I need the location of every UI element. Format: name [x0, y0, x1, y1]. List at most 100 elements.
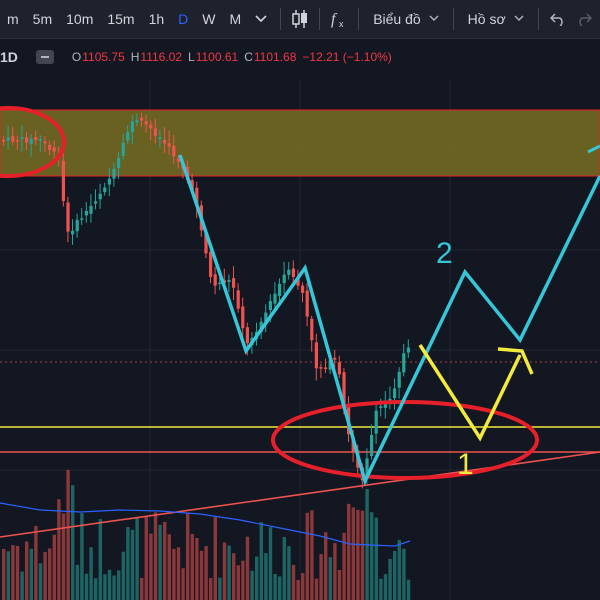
- toolbar-divider: [537, 8, 539, 30]
- candle-body: [107, 178, 111, 185]
- candle-body: [213, 274, 217, 286]
- candle-body: [209, 251, 213, 277]
- volume-bar: [296, 579, 300, 600]
- volume-bar: [213, 516, 217, 600]
- timeframe-5m[interactable]: 5m: [32, 11, 53, 27]
- volume-bar: [356, 509, 360, 600]
- open-value: 1105.75: [82, 50, 125, 64]
- wave-arrowhead-cyan: [587, 144, 600, 154]
- candle-body: [80, 218, 84, 220]
- timeframe-1h[interactable]: 1h: [148, 11, 165, 27]
- candle-body: [291, 268, 295, 277]
- volume-bar: [140, 577, 144, 600]
- timeframe-m[interactable]: M: [229, 11, 242, 27]
- timeframe-d[interactable]: D: [178, 11, 189, 27]
- volume-bar: [236, 565, 240, 600]
- volume-bar: [15, 545, 20, 600]
- wave-label-2: 2: [436, 237, 453, 270]
- volume-bar: [268, 527, 273, 600]
- chevron-down-icon: [514, 14, 524, 25]
- volume-bar: [43, 551, 47, 600]
- wave-label-1: 1: [457, 448, 474, 481]
- volume-bar: [291, 564, 296, 600]
- volume-bar: [374, 517, 378, 600]
- close-value: 1101.68: [253, 50, 297, 64]
- volume-bar: [75, 564, 79, 600]
- candle-body: [94, 201, 98, 204]
- volume-bar: [402, 548, 406, 600]
- candle-body: [287, 269, 291, 275]
- chevron-down-icon: [429, 14, 439, 25]
- high-label: H: [130, 50, 140, 64]
- timeframe-1m[interactable]: m: [7, 11, 19, 27]
- zone-ellipse-top: [0, 106, 66, 178]
- candle-body: [273, 293, 277, 304]
- candle-body: [370, 434, 374, 456]
- toolbar-divider: [452, 8, 454, 30]
- chart-menu[interactable]: Biểu đồ: [365, 0, 446, 38]
- volume-bar: [319, 554, 323, 600]
- timeframe-15m[interactable]: 15m: [107, 11, 135, 27]
- candle-body: [195, 187, 199, 206]
- volume-bar: [287, 546, 291, 600]
- undo-icon[interactable]: [545, 0, 571, 38]
- volume-bar: [52, 534, 56, 600]
- timeframe-w[interactable]: W: [202, 11, 216, 27]
- candle-body: [314, 342, 318, 369]
- candle-body: [6, 137, 10, 141]
- svg-text:f: f: [331, 11, 338, 28]
- volume-bar: [167, 534, 171, 600]
- candle-body: [379, 406, 383, 408]
- wave-path-yellow[interactable]: [418, 344, 522, 442]
- hide-legend-icon[interactable]: [35, 50, 54, 64]
- candle-body: [117, 157, 121, 168]
- volume-bar: [383, 574, 388, 600]
- timeframe-10m[interactable]: 10m: [66, 11, 94, 27]
- volume-bar: [57, 499, 61, 600]
- volume-bar: [6, 551, 10, 600]
- low-label: L: [188, 50, 195, 64]
- volume-bar: [153, 512, 158, 600]
- candle-body: [333, 357, 337, 360]
- candle-body: [365, 458, 369, 479]
- candlestick-type-icon[interactable]: [287, 0, 313, 38]
- candle-body: [43, 141, 47, 144]
- volume-bar: [232, 553, 236, 600]
- timeframe-dropdown-icon[interactable]: [248, 0, 274, 38]
- volume-bar: [20, 571, 24, 600]
- wave-path-cyan[interactable]: [178, 154, 600, 486]
- volume-bar: [218, 577, 222, 600]
- redo-icon[interactable]: [571, 0, 597, 38]
- candle-body: [38, 139, 42, 141]
- candle-body: [144, 121, 148, 125]
- candle-body: [103, 187, 107, 193]
- ohlc-legend: 1D O 1105.75 H 1116.02 L 1100.61 C 1101.68 −…: [0, 42, 392, 72]
- volume-bar: [245, 536, 250, 600]
- volume-bar: [34, 525, 38, 600]
- volume-bar: [397, 539, 401, 600]
- volume-bar: [250, 570, 254, 600]
- volume-bar: [172, 548, 176, 600]
- profile-menu[interactable]: Hồ sơ: [460, 0, 532, 38]
- volume-bar: [2, 548, 6, 600]
- high-value: 1116.02: [140, 50, 183, 64]
- candle-body: [397, 371, 401, 388]
- volume-bar: [328, 557, 332, 600]
- candle-body: [296, 277, 300, 286]
- volume-bar: [204, 546, 208, 600]
- candle-body: [172, 145, 176, 157]
- candle-body: [149, 124, 153, 129]
- volume-bar: [181, 568, 185, 600]
- volume-bar: [117, 570, 121, 600]
- symbol-interval: 1D: [0, 49, 18, 65]
- price-chart[interactable]: 1 2: [0, 80, 600, 600]
- candle-body: [232, 278, 236, 288]
- candle-body: [75, 219, 79, 232]
- volume-bar: [282, 537, 286, 600]
- volume-bar: [130, 529, 135, 600]
- candle-body: [241, 306, 245, 329]
- candle-body: [236, 290, 240, 309]
- candle-body: [158, 137, 162, 139]
- resistance-zone[interactable]: [0, 109, 600, 177]
